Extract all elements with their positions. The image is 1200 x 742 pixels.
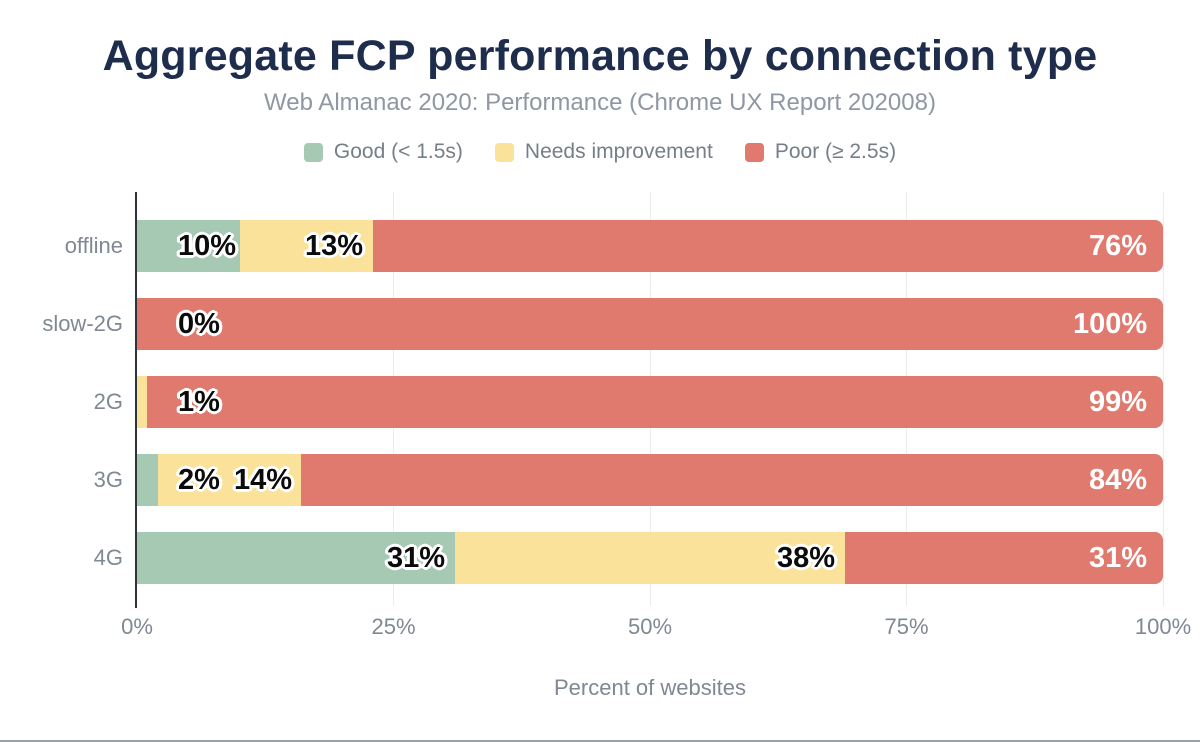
x-tick-label: 0% — [121, 614, 153, 639]
bottom-border — [0, 740, 1200, 742]
bar-end-label: 31% — [1089, 542, 1148, 574]
chart-title: Aggregate FCP performance by connection … — [102, 32, 1098, 80]
legend-swatch-icon — [303, 142, 323, 162]
value-label: 1% — [178, 386, 220, 418]
bar-segment — [137, 376, 148, 428]
bar-segment — [147, 376, 1163, 428]
category-label: offline — [64, 233, 123, 258]
bar-segment — [372, 220, 1163, 272]
bar-segment — [239, 220, 373, 272]
value-label: 10% — [178, 230, 237, 262]
bar-segment — [137, 220, 240, 272]
bar-segment — [137, 298, 1163, 350]
category-label: 3G — [93, 467, 123, 492]
value-label: 38% — [776, 542, 835, 574]
bar-end-label: 99% — [1089, 386, 1148, 418]
x-tick-label: 50% — [627, 614, 673, 639]
legend-label: Poor (≥ 2.5s) — [774, 140, 897, 163]
x-tick-label: 100% — [1134, 614, 1192, 639]
bar-segment — [455, 532, 845, 584]
value-label: 13% — [304, 230, 364, 262]
gridline — [1162, 192, 1164, 606]
value-label: 2% — [178, 464, 220, 496]
bar-end-label: 100% — [1073, 308, 1148, 340]
value-label: 0% — [178, 308, 220, 340]
legend-item: Good (< 1.5s) — [303, 140, 463, 164]
bar-end-label: 76% — [1089, 230, 1148, 262]
chart-legend: Good (< 1.5s) Needs improvement Poor (≥ 2.… — [0, 140, 1200, 164]
y-axis-line — [135, 192, 137, 608]
legend-item: Needs improvement — [494, 140, 713, 164]
chart-subtitle: Web Almanac 2020: Performance (Chrome UX… — [264, 89, 936, 116]
category-label: slow-2G — [42, 311, 123, 336]
bar-segment — [137, 454, 158, 506]
bar-segment — [844, 532, 1163, 584]
category-label: 4G — [93, 545, 123, 570]
bar-end-label: 84% — [1089, 464, 1148, 496]
legend-item: Poor (≥ 2.5s) — [744, 140, 897, 164]
category-label: 2G — [93, 389, 123, 414]
legend-swatch-icon — [744, 142, 764, 162]
x-tick-label: 75% — [884, 614, 929, 639]
value-label: 14% — [234, 464, 293, 496]
x-axis-title: Percent of websites — [554, 675, 746, 700]
value-label: 31% — [387, 542, 446, 574]
bar-segment — [301, 454, 1163, 506]
x-tick-label: 25% — [371, 614, 416, 639]
legend-label: Good (< 1.5s) — [333, 140, 463, 163]
bar-segment — [157, 454, 302, 506]
legend-swatch-icon — [494, 142, 514, 162]
legend-label: Needs improvement — [524, 140, 713, 163]
bar-segment — [137, 532, 456, 584]
